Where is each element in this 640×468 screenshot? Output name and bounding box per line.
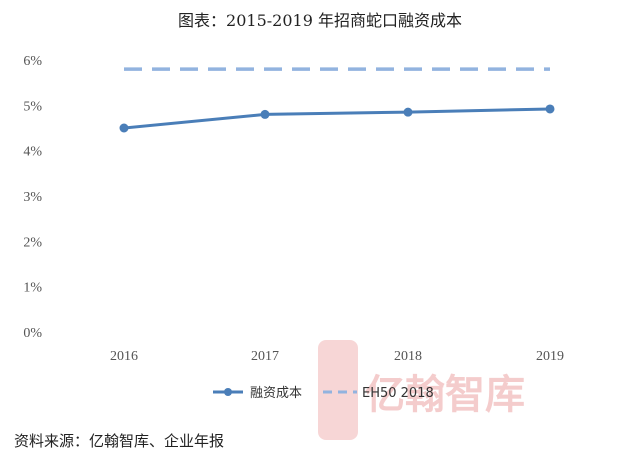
- y-tick-label: 3%: [23, 190, 42, 205]
- x-tick-label: 2017: [251, 349, 279, 364]
- watermark-logo: 亿翰智库: [318, 340, 525, 440]
- series-layer: [119, 67, 555, 133]
- data-point-financing-cost: [403, 107, 413, 117]
- x-tick-label: 2019: [536, 349, 564, 364]
- watermark-text: 亿翰智库: [365, 372, 525, 418]
- y-tick-label: 6%: [23, 54, 42, 69]
- legend-marker-financing-cost: [224, 388, 232, 396]
- data-point-financing-cost: [545, 104, 555, 114]
- y-tick-label: 0%: [23, 326, 42, 341]
- x-axis-ticks: 2016 2017 2018 2019: [110, 349, 564, 364]
- source-note: 资料来源：亿翰智库、企业年报: [14, 432, 225, 450]
- legend-label-eh50: EH50 2018: [362, 386, 434, 401]
- legend: 融资成本 EH50 2018: [213, 386, 434, 401]
- y-tick-label: 1%: [23, 281, 42, 296]
- watermark-logo-mark: [318, 340, 358, 440]
- y-axis-ticks: 0% 1% 2% 3% 4% 5% 6%: [23, 54, 42, 341]
- series-line-financing-cost: [123, 107, 551, 130]
- x-tick-label: 2016: [110, 349, 138, 364]
- chart-title: 图表：2015-2019 年招商蛇口融资成本: [178, 11, 462, 30]
- y-tick-label: 4%: [23, 145, 42, 160]
- legend-label-financing-cost: 融资成本: [250, 386, 302, 401]
- data-point-financing-cost: [119, 123, 129, 133]
- x-tick-label: 2018: [394, 349, 422, 364]
- y-tick-label: 2%: [23, 235, 42, 250]
- data-point-financing-cost: [260, 109, 270, 119]
- y-tick-label: 5%: [23, 99, 42, 114]
